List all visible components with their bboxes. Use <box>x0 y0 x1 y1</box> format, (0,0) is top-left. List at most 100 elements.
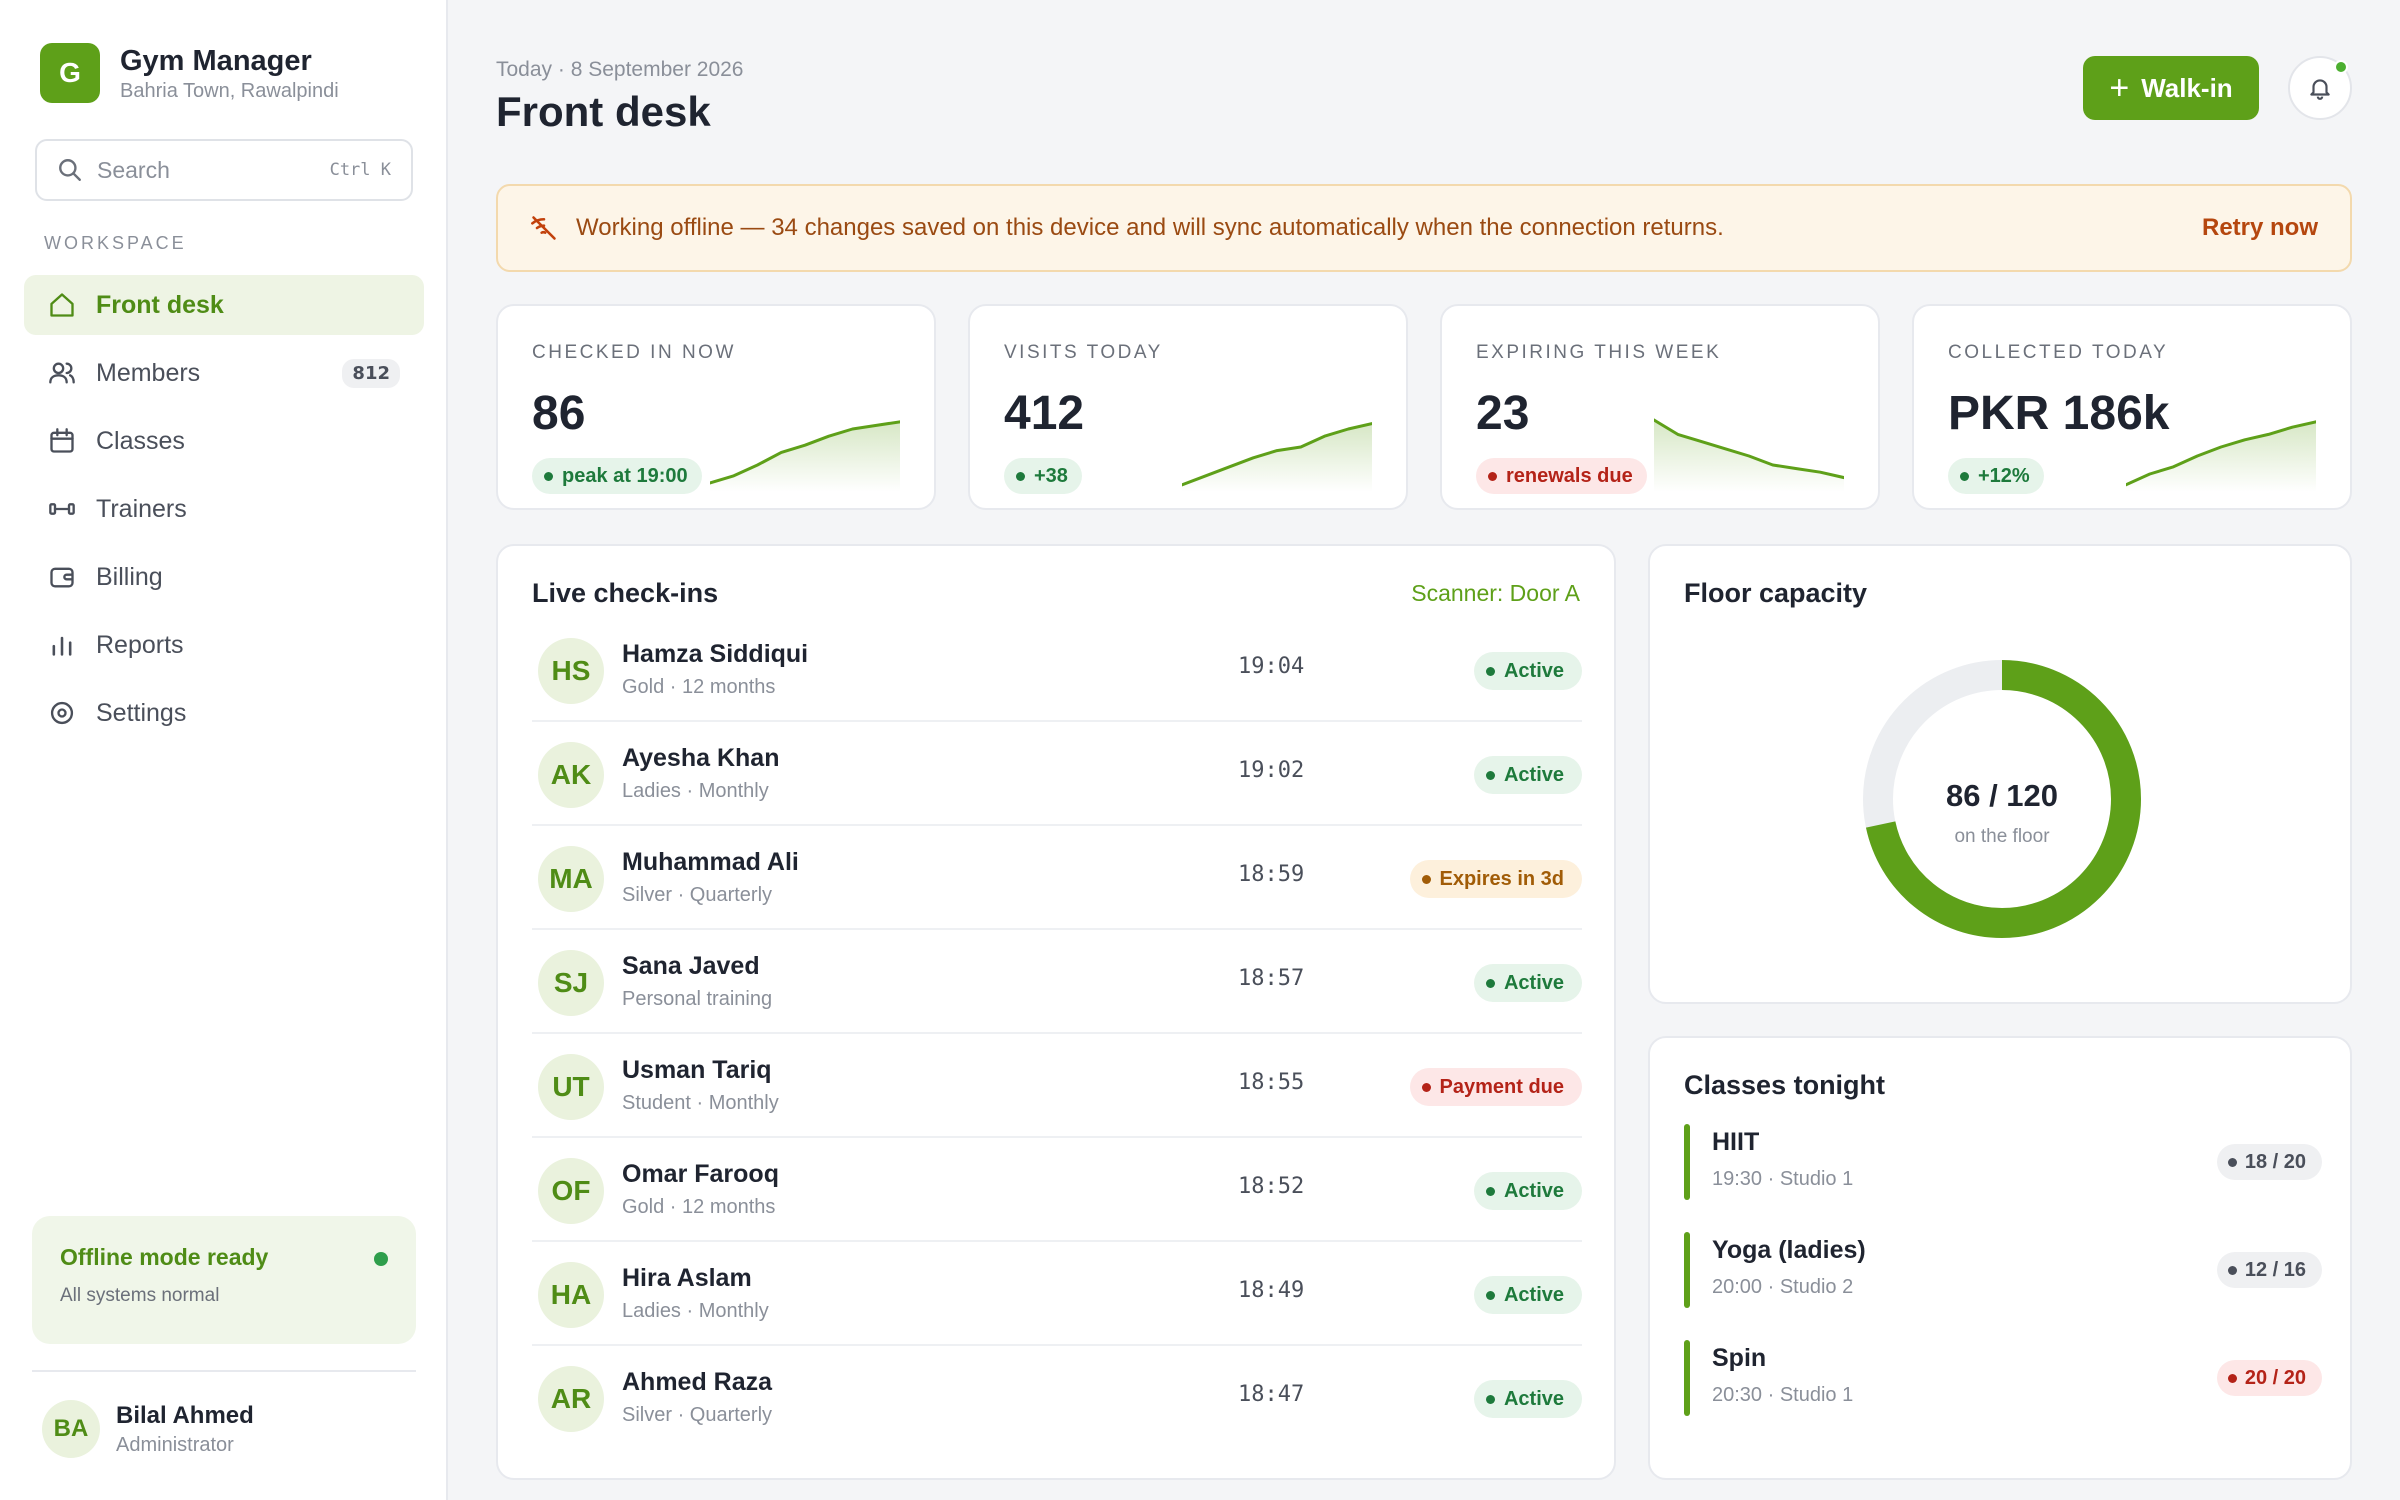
class-accent-bar <box>1684 1124 1690 1200</box>
walk-in-button[interactable]: + Walk-in <box>2083 56 2259 120</box>
stat-value: 412 <box>1004 387 1085 440</box>
checkin-time: 18:57 <box>1238 966 1305 991</box>
sidebar-item-label: Front desk <box>96 290 224 319</box>
status-badge: Active <box>1473 1380 1582 1418</box>
user-role: Administrator <box>116 1433 234 1456</box>
sparkline <box>1182 422 1372 492</box>
sidebar-item-label: Members <box>96 358 201 387</box>
brand-name: Gym Manager <box>120 44 312 77</box>
checkin-row[interactable]: SJ Sana Javed Personal training 18:57 Ac… <box>532 930 1582 1034</box>
stat-badge: peak at 19:00 <box>532 458 702 494</box>
notifications-button[interactable] <box>2288 56 2352 120</box>
checkin-row[interactable]: AR Ahmed Raza Silver · Quarterly 18:47 A… <box>532 1346 1582 1450</box>
stat-badge: renewals due <box>1476 458 1647 494</box>
stat-label: CHECKED IN NOW <box>532 342 736 363</box>
checkin-row[interactable]: HA Hira Aslam Ladies · Monthly 18:49 Act… <box>532 1242 1582 1346</box>
sidebar-item-members[interactable]: Members 812 <box>24 343 424 403</box>
bell-icon <box>2310 79 2330 100</box>
sparkline-area <box>1182 423 1372 492</box>
status-badge: Active <box>1473 964 1582 1002</box>
member-name: Sana Javed <box>622 952 760 980</box>
checkin-row[interactable]: HS Hamza Siddiqui Gold · 12 months 19:04… <box>532 618 1582 722</box>
stat-card-visits-today: VISITS TODAY 412 +38 <box>968 304 1408 510</box>
avatar: OF <box>538 1158 604 1224</box>
class-name: Spin <box>1712 1344 1767 1372</box>
class-capacity-badge: 12 / 16 <box>2216 1252 2322 1288</box>
sidebar-item-label: Trainers <box>96 494 187 523</box>
class-capacity-badge: 18 / 20 <box>2216 1144 2322 1180</box>
panel-title: Classes tonight <box>1684 1070 1886 1100</box>
member-plan: Gold · 12 months <box>622 676 776 698</box>
member-plan: Ladies · Monthly <box>622 780 769 802</box>
member-plan: Gold · 12 months <box>622 1196 776 1218</box>
capacity-donut <box>1863 660 2141 938</box>
status-badge: Active <box>1473 1172 1582 1210</box>
offline-status-subtitle: All systems normal <box>60 1285 220 1306</box>
user-profile[interactable]: BA Bilal Ahmed Administrator <box>42 1400 254 1458</box>
avatar: BA <box>42 1400 100 1458</box>
search-box[interactable]: Ctrl K <box>35 139 413 201</box>
donut-fill <box>1863 660 2141 938</box>
brand[interactable]: G Gym Manager Bahria Town, Rawalpindi <box>40 43 339 103</box>
dumbbell-icon <box>49 503 75 515</box>
calendar-icon <box>50 428 74 453</box>
checkin-row[interactable]: OF Omar Farooq Gold · 12 months 18:52 Ac… <box>532 1138 1582 1242</box>
search-input[interactable] <box>97 156 297 184</box>
sparkline-area <box>2126 421 2316 492</box>
class-list: HIIT 19:30 · Studio 1 18 / 20 Yoga (ladi… <box>1684 1124 2324 1448</box>
avatar: AR <box>538 1366 604 1432</box>
sidebar-nav: Front desk Members 812 Classes Trainers … <box>24 275 424 751</box>
class-item[interactable]: Yoga (ladies) 20:00 · Studio 2 12 / 16 <box>1684 1232 2324 1308</box>
sidebar-item-front-desk[interactable]: Front desk <box>24 275 424 335</box>
classes-tonight-panel: Classes tonight HIIT 19:30 · Studio 1 18… <box>1648 1036 2352 1480</box>
class-accent-bar <box>1684 1340 1690 1416</box>
member-name: Usman Tariq <box>622 1056 772 1084</box>
stat-badge: +38 <box>1004 458 1082 494</box>
member-name: Ahmed Raza <box>622 1368 773 1396</box>
avatar: UT <box>538 1054 604 1120</box>
class-meta: 20:30 · Studio 1 <box>1712 1384 1854 1406</box>
class-name: HIIT <box>1712 1128 1760 1156</box>
sparkline-line <box>2126 420 2316 487</box>
class-item[interactable]: HIIT 19:30 · Studio 1 18 / 20 <box>1684 1124 2324 1200</box>
capacity-value: 86 / 120 <box>1945 778 2059 813</box>
offline-banner-text: Working offline — 34 changes saved on th… <box>576 214 1724 241</box>
sidebar-item-classes[interactable]: Classes <box>24 411 424 471</box>
plus-icon: + <box>2109 69 2130 107</box>
scanner-selector[interactable]: Scanner: Door A <box>1411 580 1580 606</box>
class-name: Yoga (ladies) <box>1712 1236 1866 1264</box>
stat-label: EXPIRING THIS WEEK <box>1476 342 1722 363</box>
capacity-label: on the floor <box>1954 826 2050 847</box>
offline-status-card: Offline mode ready All systems normal <box>32 1216 416 1344</box>
sidebar: G Gym Manager Bahria Town, Rawalpindi Ct… <box>0 0 448 1500</box>
sidebar-item-billing[interactable]: Billing <box>24 547 424 607</box>
status-badge: Active <box>1473 756 1582 794</box>
checkin-row[interactable]: AK Ayesha Khan Ladies · Monthly 19:02 Ac… <box>532 722 1582 826</box>
member-name: Ayesha Khan <box>622 744 780 772</box>
sparkline <box>710 420 900 492</box>
sidebar-item-trainers[interactable]: Trainers <box>24 479 424 539</box>
retry-now-button[interactable]: Retry now <box>2201 214 2318 241</box>
class-item[interactable]: Spin 20:30 · Studio 1 20 / 20 <box>1684 1340 2324 1416</box>
member-name: Hamza Siddiqui <box>622 640 809 668</box>
stat-card-expiring: EXPIRING THIS WEEK 23 renewals due <box>1440 304 1880 510</box>
avatar: HS <box>538 638 604 704</box>
sparkline-line <box>710 420 900 485</box>
avatar: SJ <box>538 950 604 1016</box>
sparkline <box>2126 420 2316 492</box>
user-name: Bilal Ahmed <box>116 1401 254 1429</box>
sidebar-divider <box>32 1370 416 1372</box>
stat-value: PKR 186k <box>1948 387 2170 440</box>
sidebar-item-reports[interactable]: Reports <box>24 615 424 675</box>
status-dot <box>374 1252 388 1266</box>
checkin-row[interactable]: MA Muhammad Ali Silver · Quarterly 18:59… <box>532 826 1582 930</box>
sidebar-item-settings[interactable]: Settings <box>24 683 424 743</box>
avatar: HA <box>538 1262 604 1328</box>
floor-capacity-panel: Floor capacity 86 / 120 on the floor <box>1648 544 2352 1004</box>
checkin-row[interactable]: UT Usman Tariq Student · Monthly 18:55 P… <box>532 1034 1582 1138</box>
class-capacity-badge: 20 / 20 <box>2216 1360 2322 1396</box>
bar-chart-icon <box>52 636 72 656</box>
stat-badge: +12% <box>1948 458 2044 494</box>
checkin-time: 18:55 <box>1238 1070 1305 1095</box>
date-line: Today · 8 September 2026 <box>496 58 744 81</box>
